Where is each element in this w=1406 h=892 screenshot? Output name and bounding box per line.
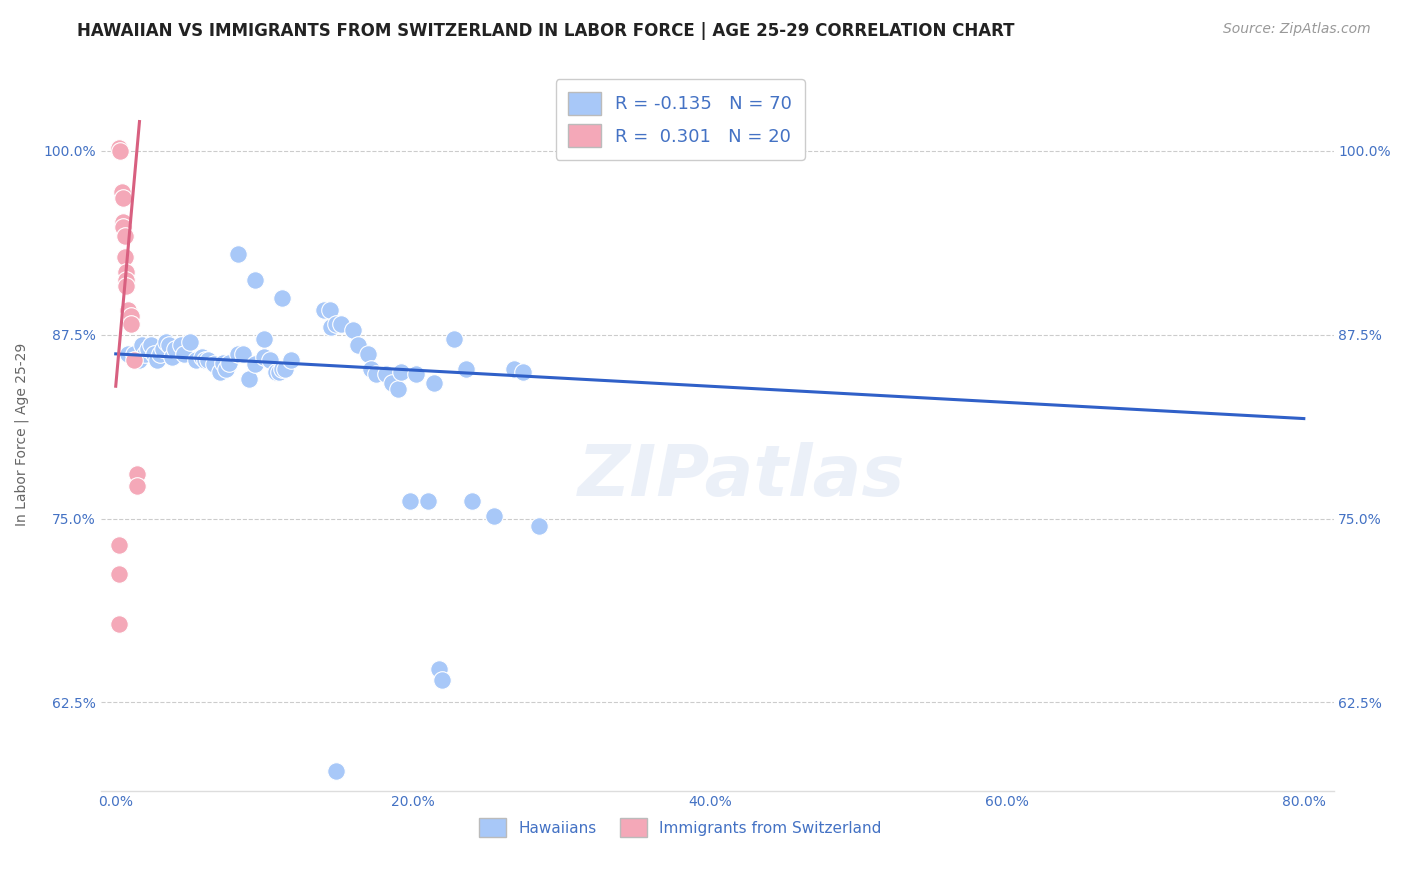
Point	[125, 479, 148, 493]
Point	[112, 191, 135, 205]
Point	[112, 220, 135, 235]
Point	[342, 323, 364, 337]
Point	[456, 361, 478, 376]
Point	[274, 361, 297, 376]
Text: HAWAIIAN VS IMMIGRANTS FROM SWITZERLAND IN LABOR FORCE | AGE 25-29 CORRELATION C: HAWAIIAN VS IMMIGRANTS FROM SWITZERLAND …	[77, 22, 1015, 40]
Point	[318, 302, 340, 317]
Point	[120, 318, 142, 332]
Point	[115, 264, 138, 278]
Point	[330, 318, 353, 332]
Point	[319, 320, 342, 334]
Point	[360, 361, 382, 376]
Point	[429, 661, 451, 675]
Point	[271, 361, 294, 376]
Point	[202, 357, 225, 371]
Point	[253, 350, 276, 364]
Point	[114, 250, 136, 264]
Point	[527, 519, 550, 533]
Point	[357, 347, 380, 361]
Point	[325, 318, 347, 332]
Point	[512, 364, 534, 378]
Point	[143, 347, 166, 361]
Point	[267, 364, 290, 378]
Point	[146, 352, 169, 367]
Point	[152, 343, 174, 357]
Point	[325, 764, 347, 779]
Point	[214, 361, 236, 376]
Point	[149, 347, 172, 361]
Point	[107, 617, 129, 632]
Point	[107, 141, 129, 155]
Point	[157, 338, 180, 352]
Point	[184, 352, 207, 367]
Point	[194, 352, 217, 367]
Point	[389, 364, 412, 378]
Point	[117, 302, 139, 317]
Point	[122, 347, 145, 361]
Point	[115, 273, 138, 287]
Point	[312, 302, 335, 317]
Point	[226, 247, 249, 261]
Point	[416, 494, 439, 508]
Point	[108, 144, 131, 158]
Point	[107, 567, 129, 582]
Point	[120, 309, 142, 323]
Point	[245, 357, 267, 371]
Point	[179, 335, 201, 350]
Point	[112, 214, 135, 228]
Point	[259, 352, 281, 367]
Point	[191, 350, 214, 364]
Point	[405, 368, 427, 382]
Point	[160, 350, 183, 364]
Point	[226, 347, 249, 361]
Point	[443, 332, 465, 346]
Point	[502, 361, 524, 376]
Point	[461, 494, 484, 508]
Point	[165, 343, 187, 357]
Point	[238, 372, 260, 386]
Point	[111, 185, 134, 199]
Point	[364, 368, 387, 382]
Point	[211, 356, 233, 370]
Point	[117, 347, 139, 361]
Point	[141, 338, 163, 352]
Point	[271, 291, 294, 305]
Y-axis label: In Labor Force | Age 25-29: In Labor Force | Age 25-29	[15, 343, 30, 525]
Point	[245, 273, 267, 287]
Text: ZIPatlas: ZIPatlas	[578, 442, 905, 511]
Point	[375, 368, 398, 382]
Point	[346, 338, 368, 352]
Point	[107, 538, 129, 552]
Point	[122, 352, 145, 367]
Point	[197, 352, 219, 367]
Text: Source: ZipAtlas.com: Source: ZipAtlas.com	[1223, 22, 1371, 37]
Point	[131, 338, 153, 352]
Point	[155, 335, 177, 350]
Point	[173, 347, 195, 361]
Point	[128, 352, 150, 367]
Point	[264, 364, 287, 378]
Point	[232, 347, 254, 361]
Point	[114, 229, 136, 244]
Point	[432, 673, 454, 688]
Legend: Hawaiians, Immigrants from Switzerland: Hawaiians, Immigrants from Switzerland	[472, 812, 887, 844]
Point	[381, 376, 404, 391]
Point	[138, 343, 160, 357]
Point	[125, 467, 148, 482]
Point	[218, 356, 240, 370]
Point	[253, 332, 276, 346]
Point	[134, 347, 156, 361]
Point	[484, 508, 506, 523]
Point	[280, 352, 302, 367]
Point	[170, 338, 193, 352]
Point	[387, 382, 409, 396]
Point	[115, 279, 138, 293]
Point	[398, 494, 420, 508]
Point	[208, 364, 231, 378]
Point	[422, 376, 444, 391]
